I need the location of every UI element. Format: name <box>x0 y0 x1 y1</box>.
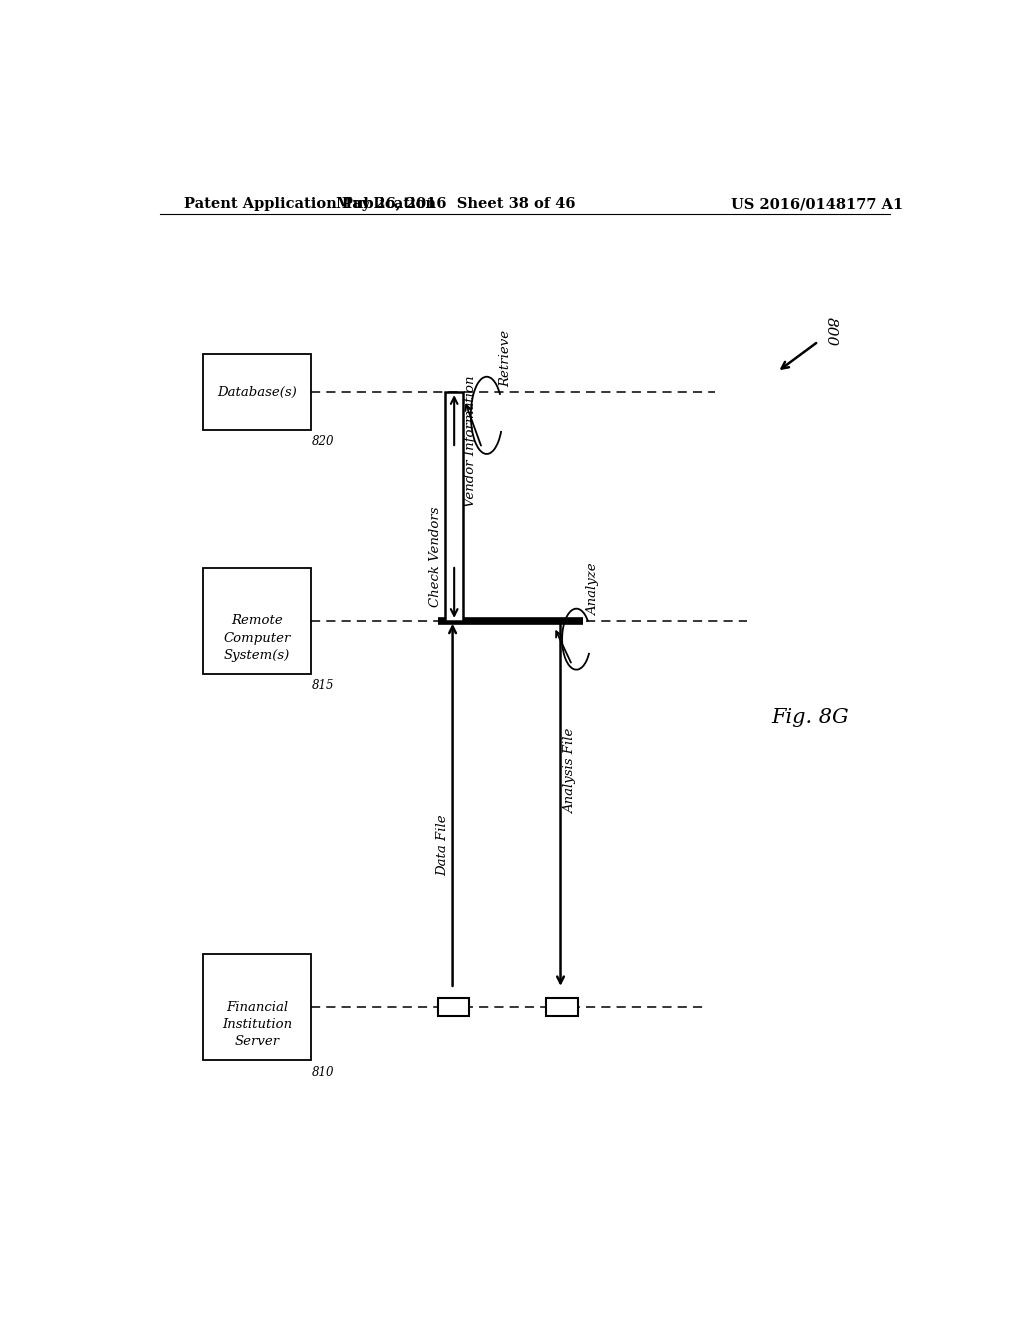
Text: 810: 810 <box>312 1065 335 1078</box>
Text: Fig. 8G: Fig. 8G <box>771 708 849 727</box>
Text: Computer: Computer <box>223 632 291 644</box>
Text: System(s): System(s) <box>224 649 290 661</box>
Bar <box>437 998 469 1016</box>
Text: Analysis File: Analysis File <box>564 729 578 814</box>
Text: Check Vendors: Check Vendors <box>429 507 442 607</box>
Text: Server: Server <box>234 1035 280 1048</box>
Text: Analyze: Analyze <box>587 564 600 615</box>
Bar <box>204 354 310 430</box>
Bar <box>204 954 310 1060</box>
Text: May 26, 2016  Sheet 38 of 46: May 26, 2016 Sheet 38 of 46 <box>336 197 575 211</box>
Text: US 2016/0148177 A1: US 2016/0148177 A1 <box>731 197 903 211</box>
Text: Retrieve: Retrieve <box>499 330 512 387</box>
Bar <box>204 568 310 675</box>
Text: Vendor Information: Vendor Information <box>464 375 477 507</box>
Text: 815: 815 <box>312 680 335 692</box>
Text: Database(s): Database(s) <box>217 385 297 399</box>
Text: Data File: Data File <box>436 814 449 875</box>
Text: Patent Application Publication: Patent Application Publication <box>183 197 435 211</box>
Text: 820: 820 <box>312 436 335 449</box>
Text: Institution: Institution <box>222 1018 292 1031</box>
Bar <box>546 998 578 1016</box>
Text: 800: 800 <box>823 317 838 346</box>
Text: Remote: Remote <box>231 614 283 627</box>
Bar <box>445 392 463 620</box>
Text: Financial: Financial <box>226 1001 288 1014</box>
